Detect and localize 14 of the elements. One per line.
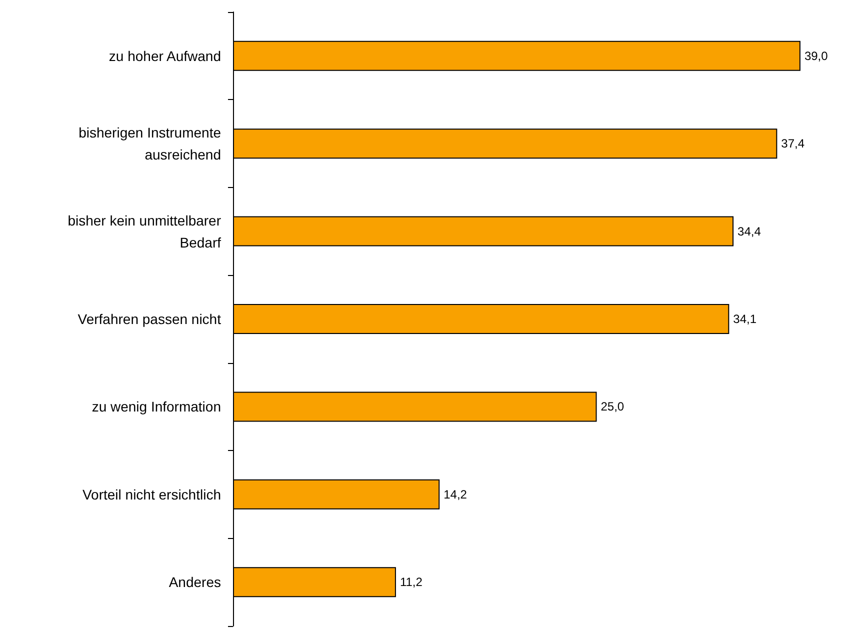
- y-tick-label: zu hoher Aufwand: [108, 48, 221, 64]
- data-label: 14,2: [444, 487, 468, 502]
- data-label: 37,4: [781, 136, 805, 151]
- y-tick-label: bisher kein unmittelbarer Bedarf: [68, 212, 222, 250]
- data-label: 11,2: [400, 575, 423, 590]
- data-label: 34,4: [738, 224, 762, 238]
- y-tick-label: Verfahren passen nicht: [78, 311, 222, 327]
- data-label: 25,0: [600, 400, 624, 414]
- y-tick-label: bisherigen Instrumente ausreichend: [78, 124, 222, 163]
- data-label: 34,1: [733, 312, 757, 326]
- y-tick-label: Vorteil nicht ersichtlich: [82, 486, 221, 502]
- y-tick-label: zu wenig Information: [92, 398, 221, 415]
- y-tick-label: Anderes: [168, 574, 221, 590]
- data-label: 39,0: [804, 48, 828, 63]
